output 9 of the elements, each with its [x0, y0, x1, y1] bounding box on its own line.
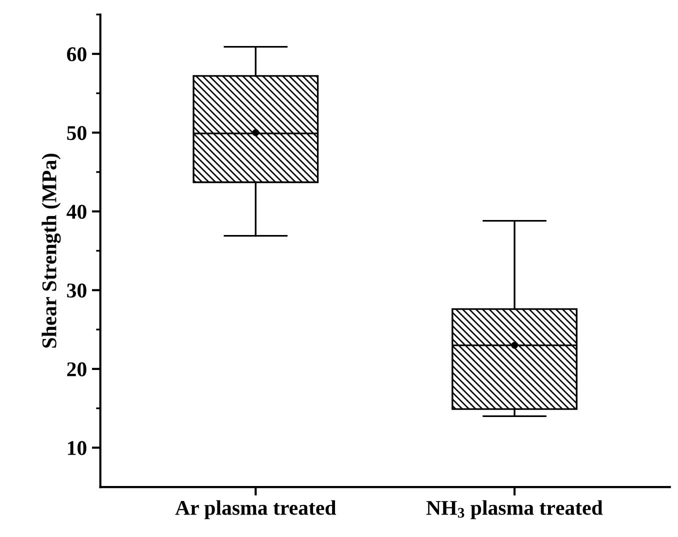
y-tick-label: 10 [68, 441, 86, 456]
y-tick-label: 20 [67, 362, 86, 376]
y-axis-title: Shear Strength (MPa) [42, 154, 61, 348]
y-tick-label: 30 [67, 284, 86, 298]
y-tick-label: 40 [66, 204, 86, 219]
x-tick-label: NH$_{3}$ plasma treated [426, 500, 603, 520]
x-tick-label: Ar plasma treated [175, 500, 336, 520]
y-tick-label: 60 [67, 47, 86, 62]
y-tick-label: 50 [67, 126, 86, 140]
